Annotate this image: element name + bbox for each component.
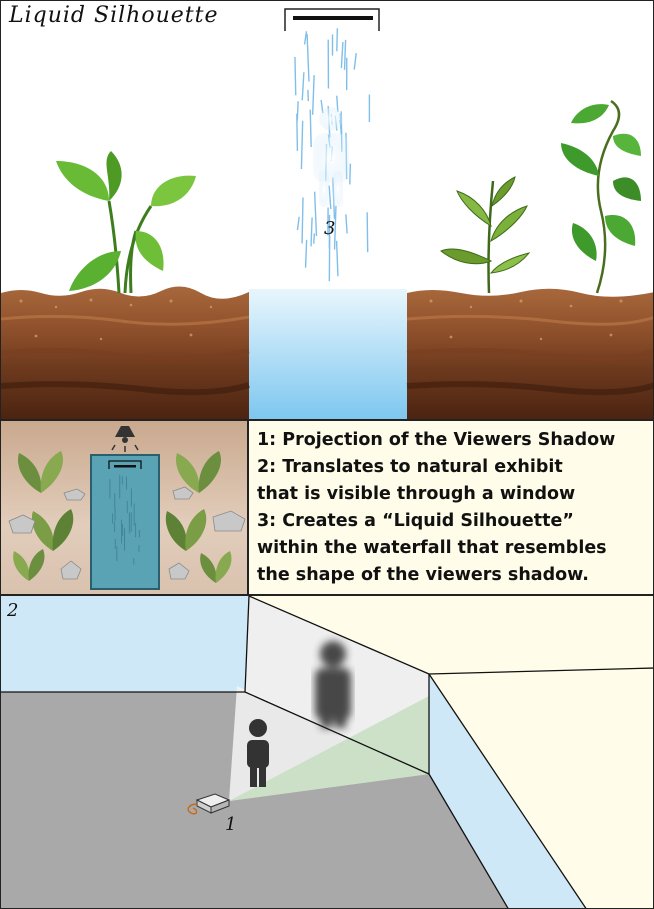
- water-streak: [345, 214, 348, 234]
- soil-right: [406, 288, 653, 419]
- waterfall-step-label: 3: [324, 218, 335, 239]
- description-line: 1: Projection of the Viewers Shadow: [257, 430, 616, 450]
- rock-icon: [8, 486, 246, 580]
- room-illustration: 2 1: [1, 596, 653, 908]
- person-icon: [247, 719, 269, 787]
- soil-texture: [19, 298, 623, 341]
- waterfall-window: [90, 454, 160, 590]
- lamp-icon: [111, 426, 139, 452]
- waterfall-icon: [108, 460, 142, 469]
- waterfall-illustration: 3: [1, 8, 653, 419]
- water-streak: [301, 72, 305, 101]
- window-wall: [1, 596, 249, 692]
- floor: [1, 692, 508, 908]
- leaf-icon: [56, 151, 196, 294]
- description-line: 2: Translates to natural exhibit: [257, 457, 563, 477]
- water-streak: [296, 101, 299, 121]
- waterfall-streams: [109, 475, 140, 565]
- leaf-icon: [13, 451, 232, 583]
- water-streak: [313, 191, 318, 237]
- projector-step-label: 1: [225, 814, 236, 835]
- water-streak: [340, 41, 344, 69]
- water-streak: [309, 109, 312, 148]
- leaf-icon: [561, 99, 641, 294]
- water-streak: [353, 52, 357, 70]
- waterfall-icon: [284, 8, 380, 31]
- water-streak: [328, 185, 332, 210]
- exhibit-plan: [0, 420, 248, 595]
- projector-icon: [187, 793, 231, 815]
- water-streak: [366, 212, 369, 253]
- water-streak: [349, 163, 352, 185]
- leaf-icon: [440, 176, 531, 294]
- water-streak: [335, 240, 339, 277]
- water-streak: [303, 31, 308, 45]
- projection-beam: [229, 696, 429, 801]
- description-line: the shape of the viewers shadow.: [257, 565, 589, 585]
- description-line: 3: Creates a “Liquid Silhouette”: [257, 511, 574, 531]
- water-streak: [304, 239, 308, 268]
- soil-left: [1, 286, 250, 419]
- water-streak: [294, 56, 297, 96]
- description-line: that is visible through a window: [257, 484, 576, 504]
- shadow-silhouette: [315, 641, 351, 728]
- water-pool: [249, 289, 407, 419]
- water-streak: [300, 120, 304, 169]
- water-streak: [306, 33, 310, 82]
- water-streak: [313, 233, 316, 244]
- waterfall-scene: 3 Liquid Silhouette: [0, 0, 654, 420]
- water-streak: [333, 205, 337, 250]
- water-streak: [343, 39, 347, 70]
- water-streak: [311, 75, 315, 115]
- description-text: 1: Projection of the Viewers Shadow 2: T…: [257, 427, 652, 589]
- exhibit-wall: [249, 596, 653, 674]
- room-perspective: 2 1: [0, 595, 654, 909]
- water-streak: [336, 28, 339, 52]
- room-step-label: 2: [6, 600, 18, 621]
- liquid-silhouette: [313, 107, 349, 207]
- page-title: Liquid Silhouette: [9, 3, 219, 28]
- water-streak: [310, 217, 313, 247]
- water-streak: [296, 216, 300, 231]
- exhibit-plan-illustration: [8, 426, 246, 590]
- water-streak: [301, 197, 304, 244]
- description-panel: 1: Projection of the Viewers Shadow 2: T…: [248, 420, 654, 595]
- description-line: within the waterfall that resembles: [257, 538, 607, 558]
